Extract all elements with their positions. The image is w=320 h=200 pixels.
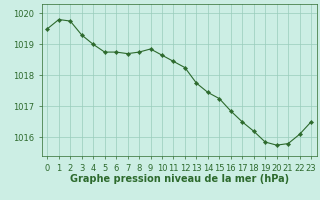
X-axis label: Graphe pression niveau de la mer (hPa): Graphe pression niveau de la mer (hPa) xyxy=(70,174,289,184)
